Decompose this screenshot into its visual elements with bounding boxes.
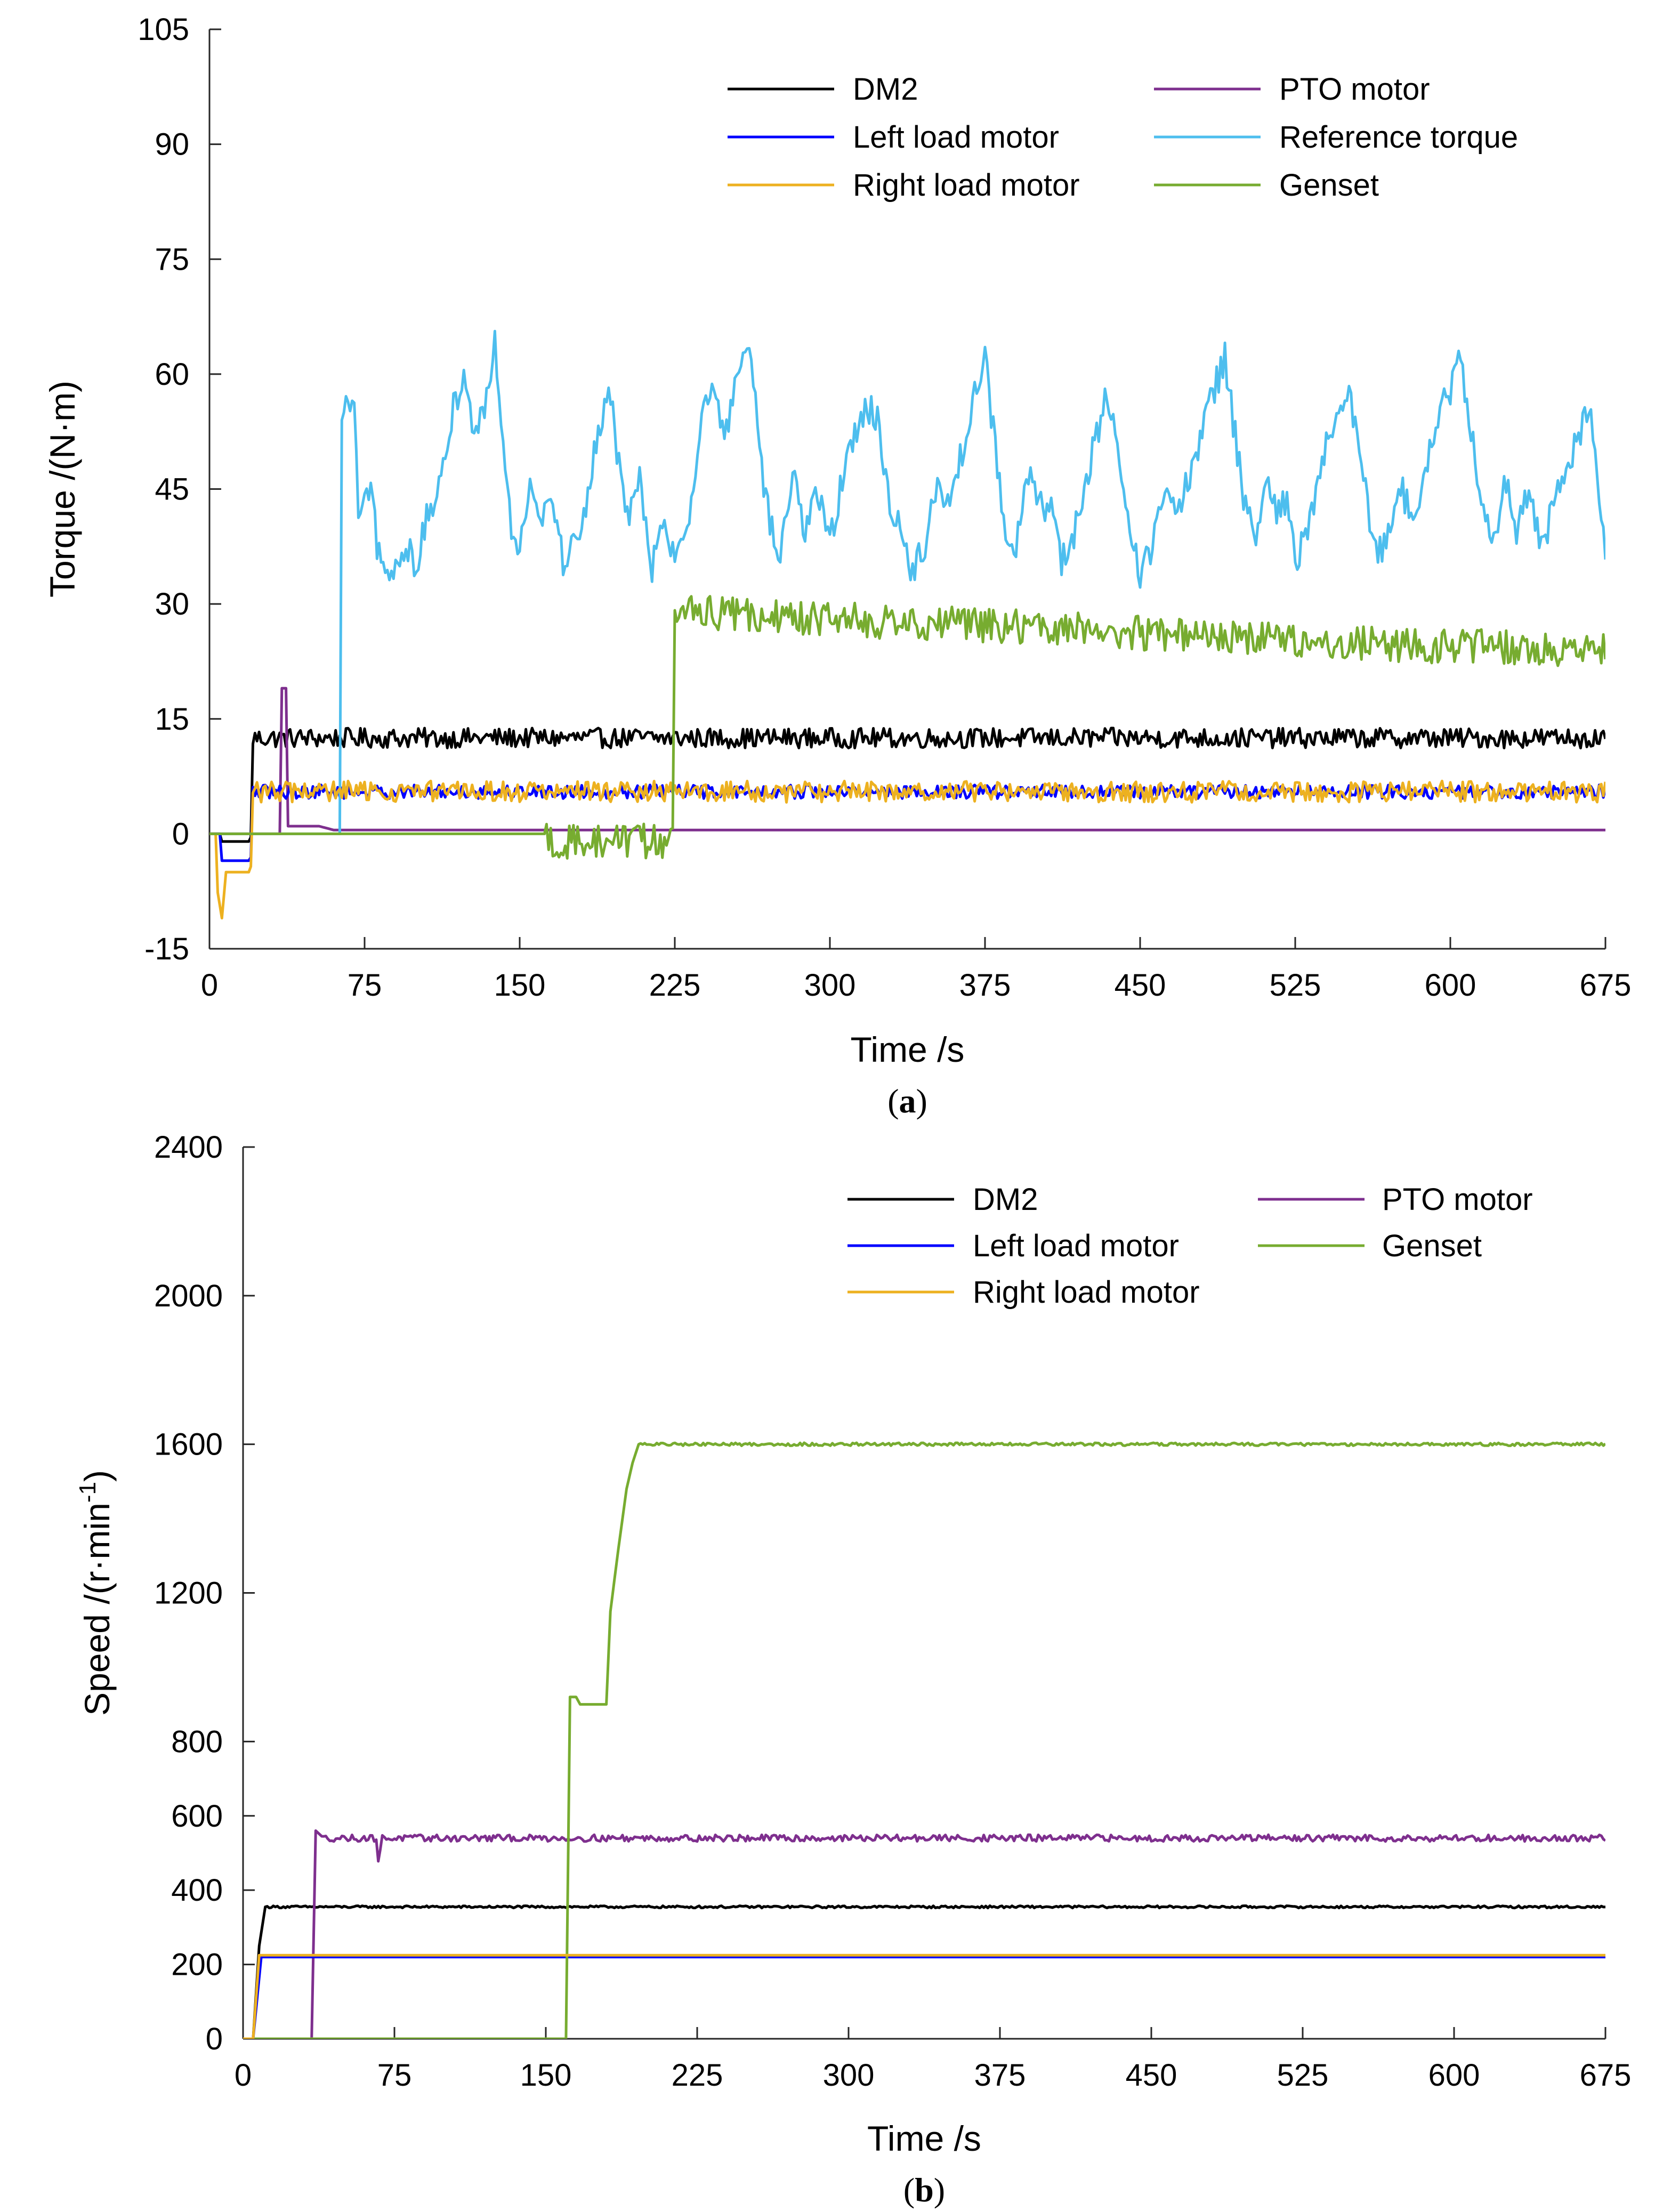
x-tick-label: 375 — [974, 2058, 1026, 2093]
y-tick-label: 600 — [171, 1799, 223, 1834]
legend-label: Genset — [1382, 1229, 1482, 1263]
legend: DM2 PTO motor Left load motor Genset Right l… — [847, 1182, 1533, 1310]
y-tick-label: 0 — [172, 817, 189, 851]
caption-close: ) — [916, 1082, 927, 1120]
x-tick-label: 675 — [1580, 968, 1632, 1003]
series-line-reference-torque — [209, 329, 1605, 835]
x-tick-label: 150 — [494, 968, 546, 1003]
x-tick-label: 600 — [1428, 2058, 1480, 2093]
x-tick-label: 75 — [348, 968, 382, 1003]
series-group — [209, 329, 1605, 919]
legend-label: DM2 — [853, 72, 918, 107]
y-tick-label: 400 — [171, 1873, 223, 1908]
figure-caption: (b) — [903, 2171, 945, 2209]
x-axis-label: Time /s — [851, 1030, 965, 1069]
legend-label: Right load motor — [853, 168, 1080, 203]
y-tick-label: 30 — [155, 587, 189, 621]
y-tick-label: 15 — [155, 702, 189, 737]
series-line-genset — [243, 1441, 1605, 2039]
legend-label: Left load motor — [853, 120, 1059, 155]
x-tick-label: 300 — [823, 2058, 875, 2093]
chart-a: 0 75 150 225 300 375 450 525 600 675 -15 0 15 30 45 60 7… — [43, 12, 1631, 1120]
legend-label: PTO motor — [1382, 1182, 1533, 1217]
legend: DM2 PTO motor Left load motor Reference tor… — [728, 72, 1518, 203]
figure-caption: (a) — [887, 1082, 927, 1120]
x-tick-label: 225 — [649, 968, 701, 1003]
y-axis-label-text: Speed /(r·min — [77, 1503, 117, 1716]
x-tick-label: 0 — [235, 2058, 252, 2093]
x-tick-label: 525 — [1277, 2058, 1329, 2093]
legend-label: PTO motor — [1279, 72, 1430, 107]
x-tick-label: 375 — [959, 968, 1011, 1003]
y-tick-label: 2400 — [154, 1130, 223, 1165]
caption-open: ( — [903, 2171, 915, 2209]
y-tick-label: 1200 — [154, 1576, 223, 1611]
series-line-left-load-motor — [243, 1956, 1605, 2039]
x-tick-label: 525 — [1270, 968, 1321, 1003]
y-tick-label: 90 — [155, 127, 189, 162]
x-tick-label: 450 — [1126, 2058, 1177, 2093]
y-tick-label: -15 — [144, 932, 189, 966]
y-axis-label-text: Torque /(N·m) — [43, 381, 82, 598]
y-tick-label: 60 — [155, 357, 189, 392]
x-tick-label: 675 — [1580, 2058, 1632, 2093]
series-line-right-load-motor — [243, 1953, 1605, 2039]
y-tick-label: 0 — [206, 2022, 223, 2056]
series-line-pto-motor — [243, 1829, 1605, 2039]
x-tick-label: 600 — [1425, 968, 1476, 1003]
x-tick-label: 150 — [520, 2058, 572, 2093]
series-line-dm2 — [243, 1904, 1605, 2039]
series-line-genset — [209, 595, 1605, 860]
y-axis-label: Speed /(r·min-1) — [75, 1470, 117, 1716]
y-tick-label: 200 — [171, 1948, 223, 1982]
x-axis-label: Time /s — [867, 2119, 981, 2158]
y-axis-label: Torque /(N·m) — [43, 381, 82, 598]
x-tick-label: 0 — [201, 968, 218, 1003]
caption-open: ( — [887, 1082, 899, 1120]
legend-label: Left load motor — [973, 1229, 1179, 1263]
y-tick-label: 105 — [138, 12, 189, 47]
y-tick-label: 1600 — [154, 1427, 223, 1462]
y-tick-label: 45 — [155, 472, 189, 507]
caption-letter: a — [899, 1082, 916, 1120]
y-axis-label-superscript: -1 — [75, 1482, 101, 1503]
y-tick-label: 800 — [171, 1724, 223, 1759]
series-line-pto-motor — [209, 687, 1605, 835]
y-tick-label: 2000 — [154, 1279, 223, 1313]
series-line-right-load-motor — [209, 779, 1605, 919]
x-tick-label: 450 — [1115, 968, 1166, 1003]
legend-label: Reference torque — [1279, 120, 1518, 155]
caption-letter: b — [915, 2171, 934, 2209]
x-tick-label: 225 — [672, 2058, 723, 2093]
legend-label: Right load motor — [973, 1275, 1200, 1310]
series-line-dm2 — [209, 726, 1605, 843]
legend-label: DM2 — [973, 1182, 1038, 1217]
y-tick-label: 75 — [155, 242, 189, 277]
y-axis-label-end: ) — [77, 1470, 117, 1482]
x-tick-label: 75 — [377, 2058, 412, 2093]
caption-close: ) — [934, 2171, 945, 2209]
legend-label: Genset — [1279, 168, 1379, 203]
series-group — [243, 1441, 1605, 2039]
x-tick-label: 300 — [804, 968, 856, 1003]
chart-b: 0 75 150 225 300 375 450 525 600 675 0 200 400 600 800… — [75, 1130, 1631, 2209]
